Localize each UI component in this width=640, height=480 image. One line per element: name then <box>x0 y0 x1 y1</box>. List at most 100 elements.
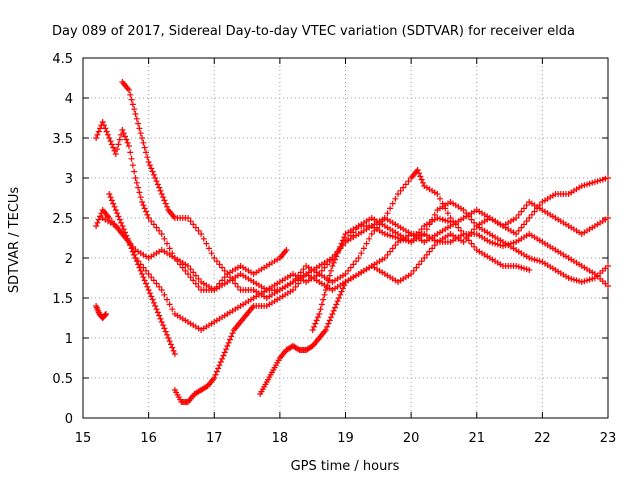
data-point <box>161 197 168 204</box>
data-point <box>150 221 157 228</box>
data-point <box>283 247 290 253</box>
x-tick-label: 20 <box>403 431 420 446</box>
data-point <box>143 208 149 215</box>
data-point <box>324 282 331 289</box>
data-point <box>122 133 128 140</box>
data-point <box>426 248 433 255</box>
data-point <box>227 336 233 343</box>
data-point <box>329 263 336 269</box>
data-point <box>115 226 122 233</box>
data-point <box>144 211 151 218</box>
data-point <box>136 189 143 196</box>
data-point <box>216 362 223 369</box>
data-point <box>333 301 340 308</box>
data-point <box>471 243 478 250</box>
data-point <box>300 266 307 273</box>
data-point <box>206 245 212 252</box>
data-point <box>322 327 329 333</box>
data-point <box>353 258 359 265</box>
data-point <box>502 242 509 249</box>
data-point <box>605 175 611 181</box>
data-point <box>141 144 148 151</box>
data-point <box>107 138 114 145</box>
data-point <box>578 183 585 189</box>
data-point <box>125 239 132 245</box>
data-point <box>148 274 155 281</box>
data-point <box>182 267 189 274</box>
data-point <box>185 263 191 269</box>
data-point <box>143 267 149 274</box>
y-tick-label: 1.5 <box>52 292 73 307</box>
data-point <box>107 194 114 201</box>
data-point <box>324 323 331 330</box>
data-point <box>536 258 543 265</box>
data-point <box>229 277 236 284</box>
data-point <box>158 191 165 197</box>
data-point <box>132 175 139 181</box>
data-point <box>145 271 152 277</box>
data-point <box>402 181 409 188</box>
data-point <box>589 275 596 282</box>
y-tick-label: 3.5 <box>52 132 73 147</box>
data-point <box>518 224 525 231</box>
data-point <box>190 221 197 228</box>
data-point <box>295 346 302 353</box>
x-tick-label: 23 <box>600 431 617 446</box>
data-point <box>128 96 135 103</box>
data-point <box>137 194 144 201</box>
data-point <box>164 203 170 210</box>
data-point <box>200 235 207 242</box>
data-point <box>144 154 151 161</box>
data-point <box>531 208 538 215</box>
data-point <box>486 239 493 245</box>
data-point <box>523 218 530 225</box>
data-point <box>190 269 197 276</box>
data-point <box>164 296 170 303</box>
data-point <box>122 229 128 236</box>
data-point <box>605 283 611 289</box>
y-axis-label: SDTVAR / TECUs <box>7 187 22 294</box>
data-point <box>156 184 163 191</box>
data-point <box>335 247 342 253</box>
data-point <box>120 130 127 137</box>
data-point <box>389 245 396 252</box>
data-point <box>597 177 604 184</box>
data-point <box>171 351 178 357</box>
data-point <box>387 248 394 255</box>
data-point <box>395 191 401 197</box>
data-point <box>570 276 577 283</box>
series-track-6 <box>106 191 611 333</box>
data-point <box>150 171 157 178</box>
data-point <box>125 87 132 93</box>
data-point <box>408 239 415 245</box>
data-point <box>468 240 475 247</box>
data-point <box>455 224 462 231</box>
data-point <box>224 343 231 349</box>
data-point <box>106 135 113 141</box>
data-point <box>392 195 399 202</box>
data-point <box>135 120 142 127</box>
data-point <box>149 168 156 175</box>
data-point <box>333 253 340 260</box>
data-point <box>223 346 230 353</box>
data-point <box>128 245 135 252</box>
data-point <box>591 179 598 185</box>
data-point <box>421 255 428 261</box>
data-point <box>221 267 228 274</box>
data-point <box>335 295 342 301</box>
data-point <box>93 223 100 229</box>
data-point <box>534 257 541 264</box>
data-point <box>581 278 588 285</box>
data-point <box>135 258 142 265</box>
data-point <box>150 299 157 306</box>
data-point <box>410 267 417 274</box>
data-point <box>112 151 119 157</box>
data-point <box>148 293 155 300</box>
series-track-1 <box>93 119 290 293</box>
data-point <box>339 237 346 244</box>
data-point <box>106 191 113 197</box>
data-point <box>143 280 149 287</box>
x-tick-label: 16 <box>140 431 157 446</box>
data-point <box>158 231 165 237</box>
data-point <box>95 216 102 223</box>
